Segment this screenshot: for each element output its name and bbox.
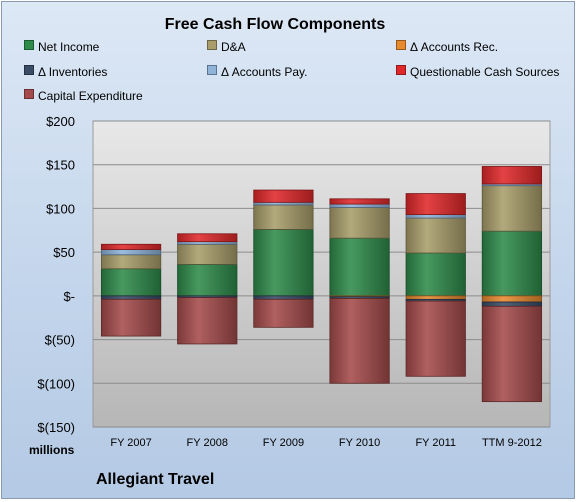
x-tick-label: FY 2007 — [110, 437, 151, 449]
x-tick-label: FY 2010 — [339, 437, 380, 449]
bar-segment — [100, 243, 162, 250]
legend-label: Questionable Cash Sources — [410, 65, 560, 79]
bar-segment — [253, 204, 314, 230]
bar-segment — [177, 297, 238, 345]
bar-segment — [329, 298, 390, 384]
chart-title: Free Cash Flow Components — [164, 16, 386, 33]
legend-item-accounts-pay: Δ Accounts Pay. — [207, 65, 308, 79]
bar-segment — [329, 203, 390, 208]
legend-item-inventories: Δ Inventories — [24, 65, 107, 79]
legend-label: Net Income — [38, 40, 100, 54]
company-name: Allegiant Travel — [96, 471, 215, 488]
bar-segment — [100, 298, 162, 337]
bar-segment — [405, 300, 466, 377]
bar-segment — [100, 295, 162, 300]
y-tick-label: $50 — [53, 245, 75, 260]
legend-swatch — [207, 40, 217, 50]
bar-segment — [253, 229, 314, 297]
bar-segment — [329, 207, 390, 239]
y-tick-label: $200 — [46, 114, 75, 129]
legend-item-accounts-rec: Δ Accounts Rec. — [396, 40, 498, 54]
legend-swatch — [24, 40, 34, 50]
bar-segment — [481, 295, 543, 303]
bar-segment — [329, 237, 390, 297]
legend-label: Δ Inventories — [38, 65, 108, 79]
bar-segment — [100, 254, 162, 270]
bar-segment — [253, 295, 314, 300]
legend-label: D&A — [221, 40, 246, 54]
bar-segment — [329, 198, 390, 205]
bar-segment — [405, 193, 466, 215]
legend-label: Capital Expenditure — [38, 89, 143, 103]
x-tick-label: FY 2008 — [187, 437, 228, 449]
legend-swatch — [396, 65, 406, 75]
bar-segment — [481, 230, 543, 297]
legend-item-net-income: Net Income — [24, 40, 99, 54]
bar-segment — [253, 298, 314, 328]
y-tick-label: $(100) — [37, 376, 75, 391]
legend-label: Δ Accounts Rec. — [410, 40, 499, 54]
x-tick-label: TTM 9-2012 — [482, 437, 542, 449]
bar-segment — [177, 243, 238, 265]
y-tick-label: $(50) — [45, 333, 75, 348]
units-label: millions — [29, 443, 75, 457]
x-tick-label: FY 2009 — [263, 437, 304, 449]
x-tick-label: FY 2011 — [415, 437, 456, 449]
legend-swatch — [24, 89, 34, 99]
plot-area — [92, 120, 551, 428]
legend-swatch — [396, 40, 406, 50]
bar-segment — [481, 305, 543, 403]
bar-segment — [405, 295, 466, 300]
legend-item-questionable-cash: Questionable Cash Sources — [396, 65, 559, 79]
bar-segment — [100, 249, 162, 256]
bar-segment — [481, 166, 543, 185]
bar-segment — [405, 214, 466, 219]
legend-item-capex: Capital Expenditure — [24, 89, 143, 103]
legend-item-da: D&A — [207, 40, 246, 54]
y-tick-label: $(150) — [37, 420, 75, 435]
legend-swatch — [207, 65, 217, 75]
bar-segment — [405, 217, 466, 254]
y-tick-label: $- — [63, 289, 75, 304]
bar-segment — [253, 189, 314, 203]
bar-segment — [481, 301, 543, 307]
y-tick-label: $100 — [46, 201, 75, 216]
y-tick-label: $150 — [46, 158, 75, 173]
bar-segment — [177, 233, 238, 243]
bar-segment — [177, 263, 238, 297]
bar-segment — [405, 252, 466, 297]
legend-label: Δ Accounts Pay. — [221, 65, 308, 79]
bar-segment — [100, 268, 162, 297]
legend-swatch — [24, 65, 34, 75]
bar-segment — [481, 185, 543, 232]
